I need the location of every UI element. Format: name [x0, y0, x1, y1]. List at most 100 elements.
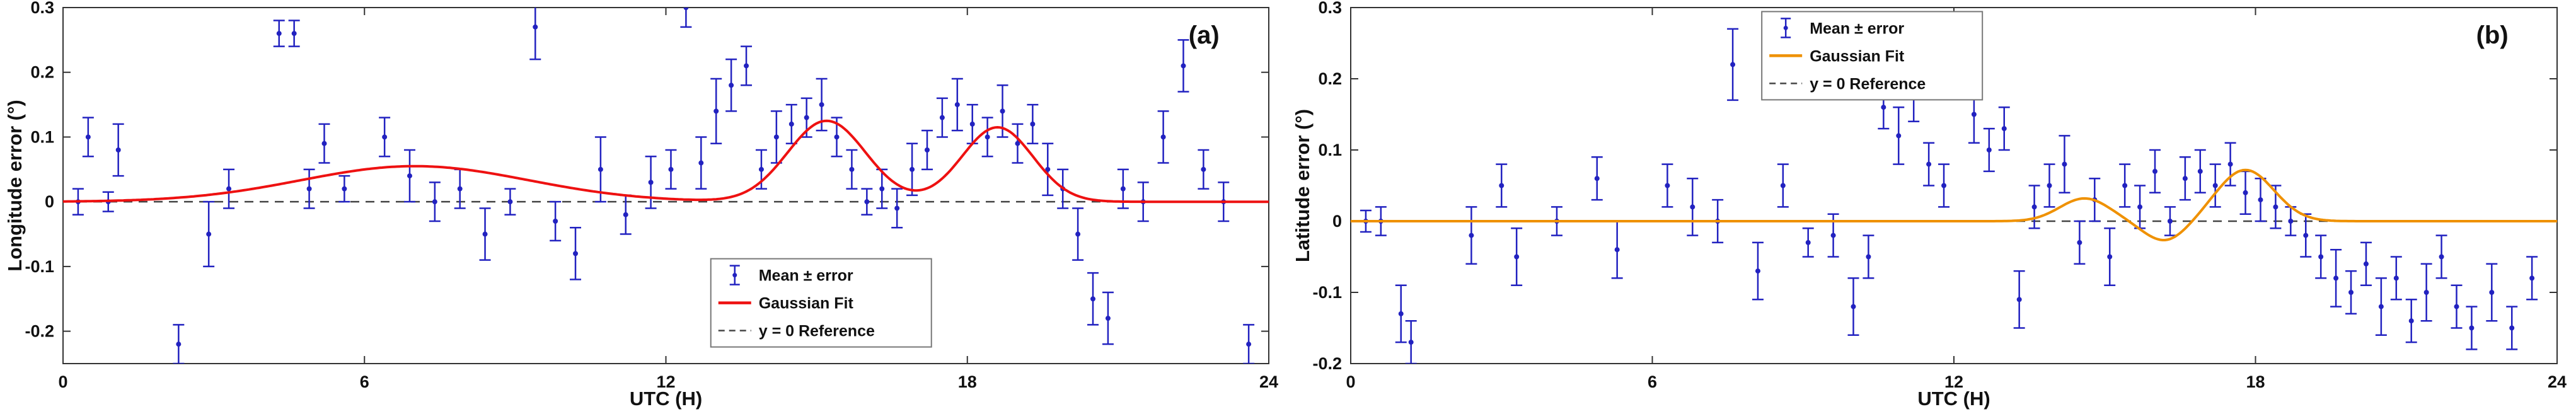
plot-frame	[62, 7, 1269, 364]
errorbar-point	[921, 129, 933, 171]
errorbar-point	[203, 200, 215, 268]
y-tick-label: 0.1	[30, 127, 54, 146]
errorbar-point	[741, 45, 753, 86]
y-axis: 0.3 0.2 0.1 0 -0.1 -0.2	[1312, 0, 2557, 373]
errorbar-point	[846, 149, 858, 190]
errorbar-point	[1012, 123, 1024, 164]
errorbar-point	[2179, 156, 2191, 201]
y-tick-label: 0	[1332, 212, 1342, 231]
errorbar-point	[379, 117, 391, 158]
errorbar-point	[710, 78, 722, 144]
errorbar-point	[1405, 319, 1417, 364]
legend-label: y = 0 Reference	[1810, 75, 1926, 93]
errorbar-point	[1465, 206, 1477, 265]
x-tick-label: 0	[58, 372, 67, 391]
errorbar-series	[72, 8, 1255, 364]
errorbar-point	[1687, 177, 1699, 236]
panel-label: (a)	[1189, 21, 1220, 49]
errorbar-point	[1027, 103, 1039, 144]
errorbar-point	[1752, 241, 1764, 301]
x-tick-label: 6	[360, 372, 369, 391]
y-tick-label: -0.1	[25, 257, 54, 276]
errorbar-point	[2104, 227, 2116, 286]
longitude-error-chart: 0 6 12 18 24 0.3 0.2 0.1 0 -0.1 -0.2 Mean ± error Ga…	[4, 0, 1279, 410]
errorbar-point	[1072, 207, 1084, 261]
x-tick-label: 6	[1648, 372, 1657, 391]
x-tick-label: 0	[1346, 372, 1355, 391]
y-axis-label: Longitude error (°)	[4, 100, 26, 271]
y-axis: 0.3 0.2 0.1 0 -0.1 -0.2	[25, 0, 1269, 341]
errorbar-point	[2330, 248, 2342, 308]
errorbar-point	[1661, 163, 1673, 208]
errorbar-point	[770, 110, 782, 164]
errorbar-point	[2466, 306, 2478, 350]
errorbar-point	[1611, 220, 1623, 279]
errorbar-point	[338, 175, 350, 203]
errorbar-point	[1591, 156, 1603, 201]
y-tick-label: 0	[45, 192, 54, 211]
errorbar-point	[2255, 177, 2267, 222]
errorbar-point	[951, 78, 963, 132]
errorbar-point	[2526, 256, 2538, 301]
errorbar-point	[2420, 263, 2432, 322]
gaussian-fit-line	[1351, 168, 2557, 241]
errorbar-point	[2059, 135, 2071, 194]
errorbar-point	[861, 188, 873, 216]
legend-label: y = 0 Reference	[759, 323, 875, 340]
y-tick-label: -0.1	[1312, 283, 1342, 302]
errorbar-point	[1496, 163, 1508, 208]
errorbar-point	[288, 20, 300, 47]
errorbar-point	[1243, 324, 1255, 364]
errorbar-point	[2209, 163, 2221, 208]
errorbar-point	[1727, 28, 1739, 101]
errorbar-point	[936, 97, 948, 138]
errorbar-point	[2506, 306, 2518, 350]
y-tick-label: -0.2	[25, 322, 54, 341]
x-axis: 0 6 12 18 24	[58, 8, 1278, 391]
errorbar-point	[2134, 185, 2146, 229]
legend-label: Gaussian Fit	[759, 295, 854, 313]
errorbar-point	[2164, 206, 2176, 236]
errorbar-point	[594, 136, 606, 203]
panel-label: (b)	[2476, 21, 2509, 49]
x-axis-label: UTC (H)	[1917, 388, 1990, 410]
errorbar-point	[785, 103, 797, 144]
errorbar-point	[1893, 106, 1905, 165]
errorbar-point	[429, 181, 441, 222]
errorbar-point	[1777, 163, 1789, 208]
x-tick-label: 12	[656, 372, 675, 391]
errorbar-point	[479, 207, 491, 261]
gaussian-fit-line	[63, 119, 1269, 204]
errorbar-point	[800, 97, 812, 138]
x-tick-label: 12	[1944, 372, 1963, 391]
errorbar-point	[173, 324, 185, 364]
errorbar-point	[112, 123, 124, 177]
errorbar-point	[2435, 234, 2447, 279]
errorbar-point	[1802, 227, 1814, 258]
errorbar-point	[2239, 170, 2251, 215]
errorbar-point	[1177, 39, 1189, 93]
y-tick-label: 0.2	[30, 63, 54, 82]
errorbar-point	[2345, 270, 2357, 315]
errorbar-point	[665, 149, 677, 190]
errorbar-point	[2149, 149, 2161, 194]
errorbar-point	[318, 123, 330, 164]
errorbar-point	[1847, 277, 1859, 336]
errorbar-point	[891, 188, 903, 229]
errorbar-point	[2074, 220, 2086, 265]
errorbar-point	[1983, 127, 1995, 173]
errorbar-point	[223, 168, 235, 209]
y-tick-label: -0.2	[1312, 354, 1342, 373]
legend-label: Gaussian Fit	[1810, 47, 1905, 65]
errorbar-point	[82, 117, 94, 158]
errorbar-point	[1042, 142, 1054, 197]
x-tick-label: 18	[958, 372, 977, 391]
errorbar-point	[1511, 227, 1523, 286]
errorbar-point	[680, 8, 692, 28]
errorbar-point	[1938, 163, 1950, 208]
x-axis-label: UTC (H)	[630, 388, 702, 410]
legend-label: Mean ± error	[759, 267, 853, 285]
errorbar-point	[1157, 110, 1169, 164]
errorbar-point	[2028, 185, 2040, 229]
